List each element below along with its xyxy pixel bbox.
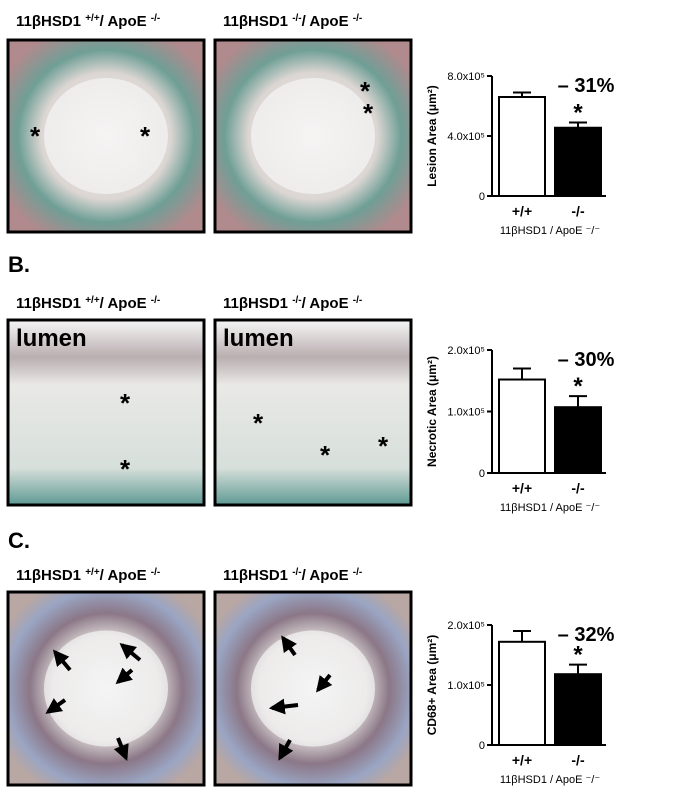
image-title: 11βHSD1 -/-/ ApoE -/-: [223, 567, 362, 585]
annotation: – 31%: [558, 75, 615, 97]
annotation: – 32%: [558, 624, 615, 646]
asterisk: *: [360, 76, 371, 106]
x-tick-label: -/-: [571, 203, 585, 219]
y-axis-label: CD68+ Area (μm²): [425, 635, 439, 736]
image-title: 11βHSD1 +/+/ ApoE -/-: [16, 567, 160, 585]
bar: [554, 406, 602, 475]
asterisk: *: [320, 440, 331, 470]
image-title: 11βHSD1 +/+/ ApoE -/-: [16, 295, 160, 313]
significance: *: [573, 642, 583, 669]
title-part: -/-: [151, 295, 160, 306]
title-part: 11βHSD1: [16, 567, 85, 584]
title-part: / ApoE: [100, 567, 151, 584]
asterisk: *: [120, 388, 131, 418]
asterisk: *: [120, 454, 131, 484]
lumen-label: lumen: [16, 325, 87, 352]
lumen-shape: [44, 78, 168, 194]
bar: [554, 126, 602, 197]
y-axis-label: Lesion Area (μm²): [425, 85, 439, 187]
micrograph: [213, 38, 413, 234]
y-tick-label: 8.0x10⁵: [447, 71, 485, 83]
bar: [554, 673, 602, 747]
lumen-label: lumen: [223, 325, 294, 352]
y-tick-label: 0: [479, 740, 485, 752]
asterisk: *: [363, 98, 374, 128]
arrows: [45, 635, 333, 761]
y-tick-label: 2.0x10⁵: [447, 620, 485, 632]
title-part: -/-: [151, 567, 160, 578]
x-tick-label: -/-: [571, 480, 585, 496]
title-part: -/-: [292, 13, 301, 24]
x-tick-label: +/+: [512, 480, 532, 496]
y-tick-label: 0: [479, 191, 485, 203]
significance: *: [573, 100, 583, 127]
title-part: +/+: [85, 567, 100, 578]
title-part: -/-: [353, 567, 362, 578]
y-tick-label: 2.0x10⁵: [447, 345, 485, 357]
x-axis-label: 11βHSD1 / ApoE ⁻/⁻: [500, 225, 600, 237]
title-part: -/-: [151, 13, 160, 24]
bar: [498, 378, 546, 474]
x-axis-label: 11βHSD1 / ApoE ⁻/⁻: [500, 502, 600, 514]
title-part: -/-: [292, 295, 301, 306]
x-tick-label: +/+: [512, 752, 532, 768]
title-part: 11βHSD1: [223, 295, 292, 312]
annotation: – 30%: [558, 349, 615, 371]
asterisk: *: [378, 431, 389, 461]
x-tick-label: -/-: [571, 752, 585, 768]
title-part: -/-: [353, 295, 362, 306]
y-tick-label: 1.0x10⁵: [447, 407, 485, 419]
title-part: / ApoE: [302, 295, 353, 312]
y-tick-label: 4.0x10⁵: [447, 131, 485, 143]
title-part: +/+: [85, 13, 100, 24]
x-tick-label: +/+: [512, 203, 532, 219]
title-part: +/+: [85, 295, 100, 306]
panel-label: B.: [8, 252, 30, 277]
significance: *: [573, 373, 583, 400]
asterisk: *: [140, 121, 151, 151]
panel-label: C.: [8, 528, 30, 553]
micrograph: [213, 318, 413, 507]
title-part: / ApoE: [100, 13, 151, 30]
lumen-shape: [251, 630, 375, 747]
title-part: / ApoE: [302, 13, 353, 30]
lumen-shape: [44, 630, 168, 747]
micrograph: [6, 318, 206, 507]
title-part: / ApoE: [100, 295, 151, 312]
y-tick-label: 1.0x10⁵: [447, 680, 485, 692]
title-part: -/-: [353, 13, 362, 24]
title-part: 11βHSD1: [16, 13, 85, 30]
x-axis-label: 11βHSD1 / ApoE ⁻/⁻: [500, 774, 600, 786]
title-part: 11βHSD1: [223, 13, 292, 30]
title-part: 11βHSD1: [16, 295, 85, 312]
bar: [498, 96, 546, 197]
image-title: 11βHSD1 +/+/ ApoE -/-: [16, 13, 160, 31]
image-title: 11βHSD1 -/-/ ApoE -/-: [223, 295, 362, 313]
title-part: / ApoE: [302, 567, 353, 584]
title-part: -/-: [292, 567, 301, 578]
bar: [498, 640, 546, 746]
image-title: 11βHSD1 -/-/ ApoE -/-: [223, 13, 362, 31]
title-part: 11βHSD1: [223, 567, 292, 584]
lumen-shape: [251, 78, 375, 194]
asterisk: *: [30, 121, 41, 151]
asterisk: *: [253, 408, 264, 438]
y-axis-label: Necrotic Area (μm²): [425, 356, 439, 467]
y-tick-label: 0: [479, 468, 485, 480]
